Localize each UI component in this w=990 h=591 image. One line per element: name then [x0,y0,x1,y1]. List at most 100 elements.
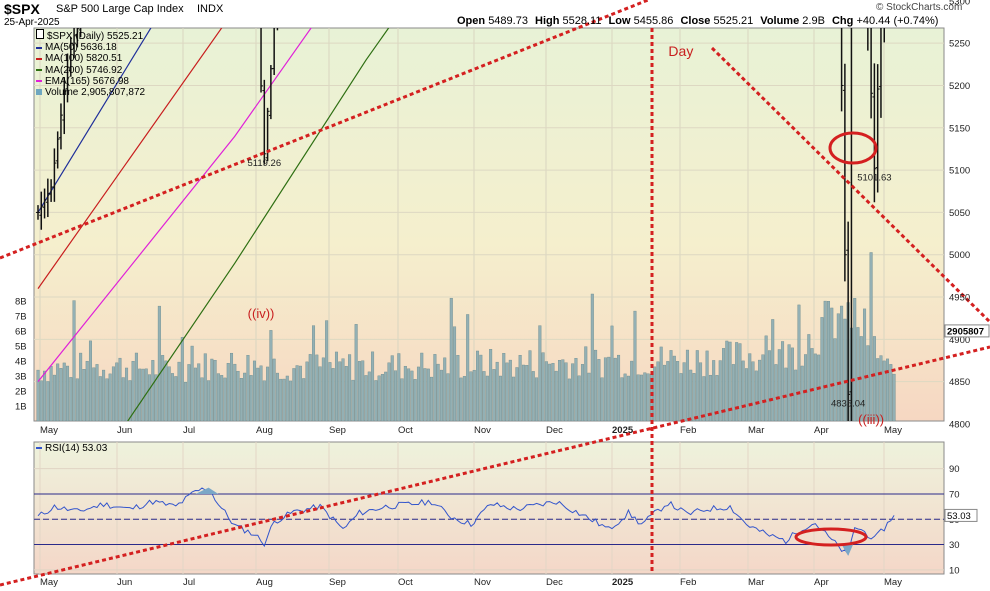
volume-bar [354,324,358,421]
low-label: Low [608,15,631,27]
volume-bar [157,305,161,421]
volume-bar [374,380,378,421]
x-axis-tick: May [40,425,58,436]
volume-bar [121,377,125,421]
volume-bar [269,330,273,421]
volume-bar [820,317,824,421]
price-bar [58,103,63,150]
volume-bar [689,369,693,421]
volume-bar [774,364,778,421]
price-axis-tick: 4800 [949,420,970,431]
price-axis-tick: 4850 [949,377,970,388]
price-bar [260,28,264,93]
volume-bar [610,325,614,421]
volume-bar [302,378,306,421]
volume-bar [344,366,348,421]
ohlc-readout: Open 5489.73 High 5528.11 Low 5455.86 Cl… [457,15,938,27]
price-axis-tick: 5100 [949,166,970,177]
volume-bar [794,369,798,421]
volume-bar [744,368,748,421]
volume-bar [351,379,355,421]
volume-bar [289,380,293,421]
volume-bar [341,358,345,421]
volume-bar [433,354,437,421]
volume-bar [603,357,607,421]
volume-axis-tick: 7B [15,312,27,323]
volume-bar [836,313,840,421]
price-value-label: 5101.63 [857,173,891,184]
price-bar [849,28,853,421]
volume-bar [646,373,650,421]
volume-bar [380,374,384,421]
legend-item-ema165: EMA(165) 5676.98 [36,76,145,87]
volume-bar [679,373,683,421]
volume-bar [712,360,716,421]
price-bar [65,53,70,103]
volume-bar [236,370,240,421]
volume-bar [525,365,529,421]
volume-bar [492,369,496,421]
open-value: 5489.73 [488,15,528,27]
volume-bar [118,357,122,421]
price-bar [92,0,96,2]
volume-bar [338,361,342,421]
volume-bar [840,305,844,421]
rsi-x-axis-tick: Oct [398,577,413,588]
volume-bar [856,327,860,421]
volume-bar [722,348,726,421]
price-bar [875,64,880,193]
price-bar [52,148,57,202]
volume-bar [384,371,388,421]
volume-bar [423,368,427,421]
volume-bar [82,369,86,421]
volume-bar [567,378,571,421]
volume-bar [666,361,670,421]
volume-bar [826,301,830,421]
legend-item-price: $SPX (Daily) 5525.21 [36,29,145,42]
volume-bar [190,345,194,421]
price-bar [256,0,260,24]
price-axis-tick: 5300 [949,0,970,7]
volume-bar [315,354,319,421]
volume-bar [292,368,296,421]
volume-bar [889,364,893,421]
rsi-value-tag: 53.03 [944,508,978,522]
volume-bar [813,353,817,421]
price-bar [279,0,283,7]
volume-bar [49,366,53,421]
volume-bar [767,350,771,421]
volume-axis-tick: 5B [15,342,27,353]
price-bar [78,28,82,38]
price-bars [36,0,885,421]
volume-bar [439,369,443,421]
volume-bar [702,376,706,421]
moving-averages [37,28,390,421]
volume-bar [797,304,801,421]
volume-bar [718,360,722,421]
volume-bar [472,369,476,421]
upper-channel-trendline [0,0,649,260]
volume-bar [371,351,375,421]
volume-bar [784,367,788,421]
rsi-axis-tick: 10 [949,565,960,576]
volume-bar [88,340,92,421]
volume-bar [92,367,96,421]
volume-bar [633,310,637,421]
rsi-x-axis-tick: May [884,577,902,588]
volume-axis-tick: 6B [15,327,27,338]
price-value-label: 5119.26 [247,158,281,169]
change-value: +40.44 (+0.74%) [856,15,939,27]
volume-bar [535,377,539,421]
x-axis-tick: Jun [117,425,132,436]
volume-bar [312,325,316,421]
volume-bar [879,355,883,421]
legend-swatch [36,80,42,83]
rsi-title: RSI(14) 53.03 [36,443,107,454]
volume-bar [197,363,201,421]
volume-bar [587,372,591,421]
price-bar [870,28,874,119]
volume-bars [36,252,896,421]
volume-bar [574,358,578,421]
volume-bar [869,252,873,421]
rsi-axis-tick: 70 [949,489,960,500]
